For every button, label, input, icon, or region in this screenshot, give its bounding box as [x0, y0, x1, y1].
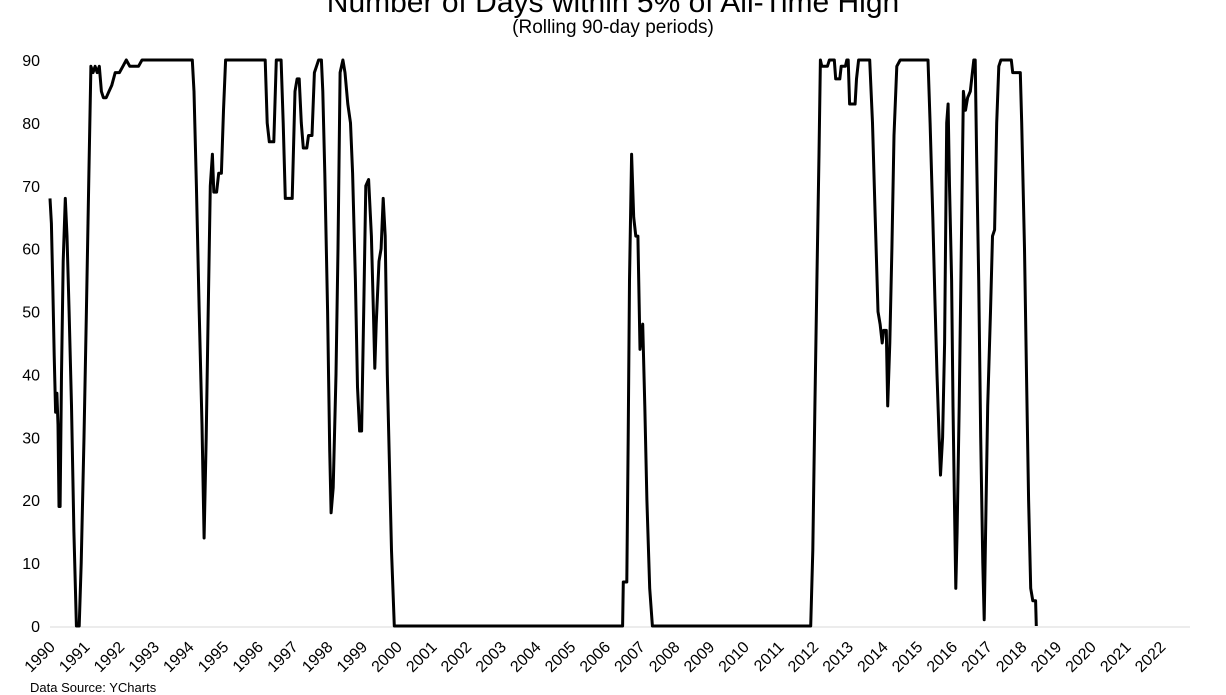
x-tick-label: 2008 — [646, 639, 683, 676]
y-tick-label: 90 — [22, 53, 40, 70]
series-layer — [48, 58, 1038, 628]
x-tick-label: 2022 — [1132, 639, 1169, 676]
x-tick-label: 2020 — [1063, 639, 1100, 676]
x-tick-label: 2021 — [1097, 639, 1134, 676]
y-tick-label: 50 — [22, 305, 40, 322]
x-tick-label: 2005 — [542, 639, 579, 676]
x-tick-label: 1996 — [230, 639, 267, 676]
x-tick-label: 2015 — [889, 639, 926, 676]
x-tick-label: 2001 — [403, 639, 440, 676]
y-tick-label: 60 — [22, 242, 40, 259]
y-tick-label: 20 — [22, 493, 40, 510]
x-tick-label: 2013 — [820, 639, 857, 676]
y-tick-label: 10 — [22, 556, 40, 573]
y-axis: 0 10 20 30 40 50 60 70 80 90 — [22, 53, 40, 636]
x-tick-label: 2003 — [473, 639, 510, 676]
data-source-note: Data Source: YCharts — [30, 680, 157, 695]
x-tick-label: 2004 — [507, 639, 544, 676]
x-tick-label: 2018 — [993, 639, 1030, 676]
y-tick-label: 80 — [22, 116, 40, 133]
x-tick-label: 2014 — [855, 639, 892, 676]
x-axis: 1990199119921993199419951996199719981999… — [22, 639, 1170, 676]
x-tick-label: 2012 — [785, 639, 822, 676]
x-tick-label: 2002 — [438, 639, 475, 676]
chart-subtitle: (Rolling 90-day periods) — [512, 17, 714, 38]
x-tick-label: 2017 — [959, 639, 996, 676]
x-tick-label: 1998 — [299, 639, 336, 676]
x-tick-label: 2010 — [716, 639, 753, 676]
x-tick-label: 1990 — [22, 639, 59, 676]
x-tick-label: 1992 — [91, 639, 128, 676]
x-tick-label: 2016 — [924, 639, 961, 676]
x-tick-label: 1995 — [195, 639, 232, 676]
x-tick-label: 1997 — [265, 639, 302, 676]
x-tick-label: 1999 — [334, 639, 371, 676]
x-tick-label: 2009 — [681, 639, 718, 676]
x-tick-label: 2019 — [1028, 639, 1065, 676]
x-tick-label: 1993 — [126, 639, 163, 676]
x-tick-label: 1991 — [56, 639, 93, 676]
x-tick-label: 2011 — [751, 639, 787, 675]
series-line-0 — [48, 58, 1038, 628]
x-tick-label: 2006 — [577, 639, 614, 676]
chart-title: Number of Days within 5% of All-Time Hig… — [326, 0, 900, 19]
y-tick-label: 30 — [22, 430, 40, 447]
x-tick-label: 2007 — [612, 639, 649, 676]
y-tick-label: 70 — [22, 179, 40, 196]
x-tick-label: 2000 — [369, 639, 406, 676]
y-tick-label: 0 — [31, 619, 40, 636]
x-tick-label: 1994 — [160, 639, 197, 676]
y-tick-label: 40 — [22, 367, 40, 384]
